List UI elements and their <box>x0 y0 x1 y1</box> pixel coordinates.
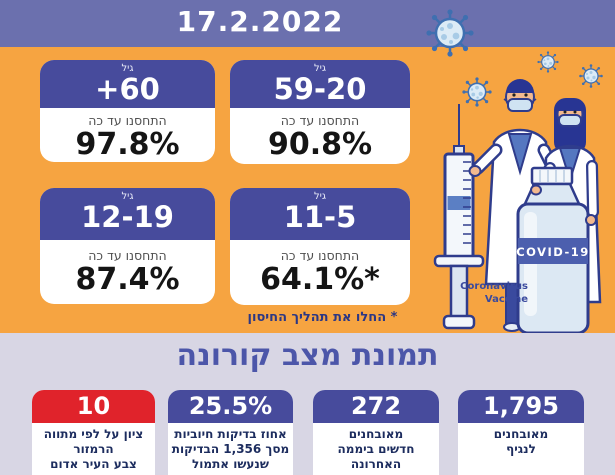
age-range: 59-20 <box>273 72 367 106</box>
virus-icon <box>425 8 475 58</box>
virus-icon <box>578 63 604 89</box>
value-band: התחסנו עד כה 87.4% <box>40 240 215 296</box>
vaccinated-percent: 97.8% <box>75 127 180 162</box>
stat-description: מאובחנים לנגיף <box>493 427 549 456</box>
age-label: גיל <box>121 63 134 74</box>
status-title: תמונת מצב קורונה <box>176 338 439 373</box>
hand <box>530 184 542 196</box>
medical-illustration: COVID-19 Coronavirus Vaccine <box>425 8 604 335</box>
face-mask-icon <box>555 114 585 127</box>
stat-card-new-cases: 272 מאובחנים חדשים ביממה האחרונה <box>313 390 439 475</box>
age-band: גיל 59-20 <box>230 60 410 108</box>
vaccinated-label: התחסנו עד כה <box>88 113 167 128</box>
stat-value: 1,795 <box>458 390 584 423</box>
age-group-card-20-59: גיל 59-20 התחסנו עד כה 90.8% <box>230 60 410 164</box>
stat-value: 10 <box>32 390 155 423</box>
syringe-icon <box>433 104 485 330</box>
vial-subtitle-line1: Coronavirus <box>460 281 528 292</box>
vaccinated-label: התחסנו עד כה <box>280 248 360 263</box>
vaccine-vial-icon: COVID-19 Coronavirus Vaccine <box>460 160 599 335</box>
stat-card-traffic-light-score: 10 ציון על לפי מתווה הרמזור צבע העיר אדו… <box>32 390 155 475</box>
vaccinated-percent: 87.4% <box>75 262 180 297</box>
age-range: +60 <box>95 72 160 106</box>
stat-description: אחוז בדיקות חיוביות מסך 1,356 הבדיקות שנ… <box>171 427 290 471</box>
status-section: תמונת מצב קורונה 10 ציון על לפי מתווה הר… <box>0 333 615 475</box>
age-band: גיל 12-19 <box>40 188 215 240</box>
stat-value: 272 <box>313 390 439 423</box>
virus-icon <box>461 76 493 108</box>
age-group-card-12-19: גיל 12-19 התחסנו עד כה 87.4% <box>40 188 215 304</box>
vaccinated-percent: 90.8% <box>267 127 373 162</box>
age-band: גיל 11-5 <box>230 188 410 240</box>
value-band: התחסנו עד כה 97.8% <box>40 108 215 161</box>
vaccinated-percent: 64.1%* <box>260 262 380 297</box>
stat-description: מאובחנים חדשים ביממה האחרונה <box>337 427 415 471</box>
vaccination-footnote: * החלו את תהליך החיסון <box>247 310 398 325</box>
report-date: 17.2.2022 <box>176 5 344 38</box>
hand <box>468 165 482 177</box>
age-group-card-5-11: גיל 11-5 התחסנו עד כה 64.1%* <box>230 188 410 305</box>
vial-title: COVID-19 <box>516 245 590 259</box>
vial-subtitle-line2: Vaccine <box>485 294 528 305</box>
virus-icon <box>536 50 560 74</box>
age-group-card-60plus: גיל +60 התחסנו עד כה 97.8% <box>40 60 215 162</box>
age-label: גיל <box>121 191 134 202</box>
value-band: התחסנו עד כה 64.1%* <box>230 240 410 296</box>
age-range: 11-5 <box>283 200 357 234</box>
age-range: 12-19 <box>81 200 174 234</box>
hand <box>585 214 597 226</box>
header-bar: 17.2.2022 <box>0 0 615 47</box>
age-label: גיל <box>313 191 327 202</box>
stat-description: ציון על לפי מתווה הרמזור צבע העיר אדום <box>43 427 144 471</box>
vaccinated-label: התחסנו עד כה <box>88 248 167 263</box>
stat-card-positive-test-rate: 25.5% אחוז בדיקות חיוביות מסך 1,356 הבדי… <box>168 390 293 475</box>
face-mask-icon <box>503 98 537 112</box>
age-band: גיל +60 <box>40 60 215 108</box>
stat-value: 25.5% <box>168 390 293 423</box>
vaccinated-label: התחסנו עד כה <box>280 113 360 128</box>
age-label: גיל <box>313 63 327 74</box>
stat-card-active-cases: 1,795 מאובחנים לנגיף <box>458 390 584 475</box>
value-band: התחסנו עד כה 90.8% <box>230 108 410 161</box>
